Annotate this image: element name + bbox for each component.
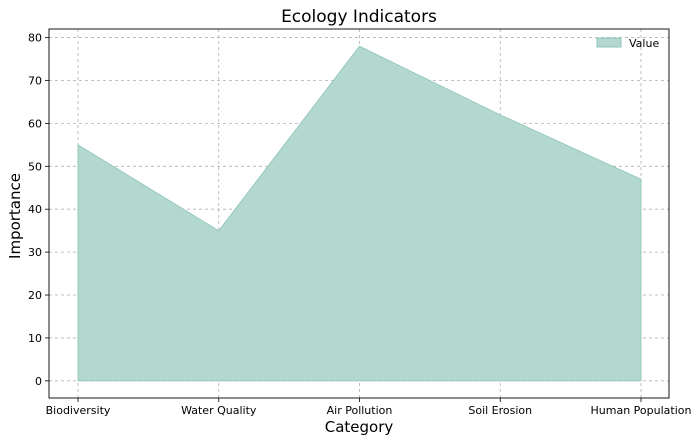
x-tick-label: Water Quality [181, 404, 257, 417]
y-tick-label: 30 [28, 246, 42, 259]
x-tick-label: Biodiversity [46, 404, 111, 417]
y-axis-label: Importance [6, 173, 24, 259]
y-tick-label: 80 [28, 32, 42, 45]
y-tick-label: 0 [35, 375, 42, 388]
plot-frame [48, 28, 670, 399]
y-tick-label: 10 [28, 332, 42, 345]
legend-swatch-value [596, 37, 622, 48]
y-tick-label: 50 [28, 160, 42, 173]
axis-ticks: 0 10 20 30 40 50 60 70 80 Biodiversity Water Quali… [28, 32, 692, 417]
x-tick-label: Human Population [591, 404, 692, 417]
y-tick-label: 60 [28, 117, 42, 130]
area-series [77, 45, 642, 382]
y-tick-label: 70 [28, 74, 42, 87]
x-tick-label: Air Pollution [327, 404, 393, 417]
chart-title: Ecology Indicators [281, 7, 437, 27]
x-tick-label: Soil Erosion [468, 404, 532, 417]
y-tick-label: 40 [28, 203, 42, 216]
legend-label-value: Value [629, 37, 659, 50]
y-tick-label: 20 [28, 289, 42, 302]
x-axis-label: Category [325, 418, 394, 436]
area-fill-value [77, 45, 642, 382]
legend: Value [596, 37, 659, 50]
